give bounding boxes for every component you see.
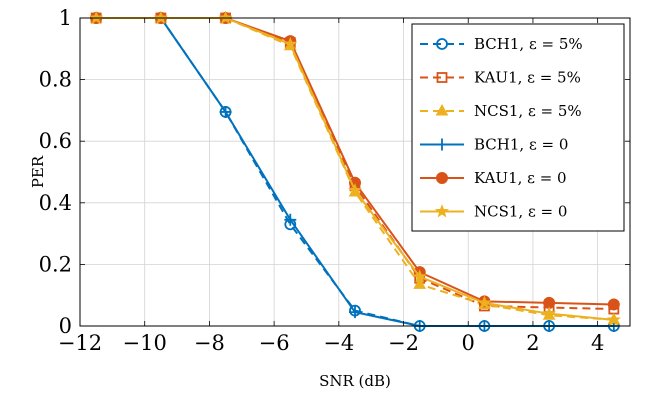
legend-marker bbox=[436, 38, 448, 50]
y-tick-label: 1 bbox=[59, 6, 72, 30]
data-point bbox=[219, 105, 232, 118]
data-point bbox=[153, 10, 168, 24]
data-point bbox=[284, 213, 297, 226]
axis-ticks: −12 −10 −8 −6 −4 −2 0 2 4 0 0.2 0.4 0.6 0.8 1 bbox=[39, 6, 630, 355]
x-tick-label: −10 bbox=[123, 331, 167, 355]
y-tick-label: 0 bbox=[59, 314, 72, 338]
y-axis-label: PER bbox=[29, 155, 47, 188]
legend-label: KAU1, ε = 5% bbox=[474, 69, 581, 87]
legend-label: BCH1, ε = 5% bbox=[474, 35, 583, 53]
x-tick-label: −4 bbox=[323, 331, 354, 355]
data-point bbox=[606, 312, 621, 326]
data-point bbox=[348, 183, 362, 197]
legend-item: NCS1, ε = 0 bbox=[420, 203, 567, 221]
data-point bbox=[89, 10, 104, 24]
legend-label: BCH1, ε = 0 bbox=[474, 136, 568, 154]
data-point bbox=[477, 295, 492, 309]
legend: BCH1, ε = 5% KAU1, ε = 5% NCS1, ε = 5% BCH1… bbox=[411, 23, 625, 232]
x-tick-label: −8 bbox=[194, 331, 225, 355]
legend-item: KAU1, ε = 5% bbox=[420, 69, 581, 87]
y-tick-label: 0.6 bbox=[39, 129, 72, 153]
data-point bbox=[349, 306, 361, 319]
y-tick-label: 0.2 bbox=[39, 252, 72, 276]
legend-marker bbox=[436, 138, 448, 151]
y-tick-label: 0.4 bbox=[39, 191, 72, 215]
legend-box bbox=[411, 23, 625, 232]
x-axis-label: SNR (dB) bbox=[319, 372, 391, 390]
legend-marker bbox=[435, 204, 449, 218]
x-tick-label: 4 bbox=[591, 331, 604, 355]
legend-label: KAU1, ε = 0 bbox=[474, 169, 567, 187]
data-point bbox=[413, 277, 427, 289]
data-point bbox=[607, 298, 620, 311]
legend-item: KAU1, ε = 0 bbox=[420, 169, 567, 187]
legend-marker bbox=[435, 103, 449, 116]
legend-label: NCS1, ε = 5% bbox=[474, 102, 582, 120]
data-point bbox=[412, 269, 427, 283]
legend-item: BCH1, ε = 0 bbox=[420, 136, 568, 154]
data-point bbox=[542, 306, 557, 320]
plot-frame bbox=[79, 17, 631, 327]
legend-marker bbox=[436, 172, 448, 184]
y-tick-label: 0.8 bbox=[39, 68, 72, 92]
legend-marker bbox=[436, 72, 448, 83]
x-tick-label: 0 bbox=[462, 331, 475, 355]
x-tick-label: −6 bbox=[259, 331, 290, 355]
legend-item: BCH1, ε = 5% bbox=[420, 35, 583, 53]
data-point bbox=[218, 10, 233, 24]
x-tick-label: −2 bbox=[388, 331, 419, 355]
legend-item: NCS1, ε = 5% bbox=[420, 102, 582, 120]
x-tick-label: 2 bbox=[526, 331, 539, 355]
legend-label: NCS1, ε = 0 bbox=[474, 203, 567, 221]
data-point bbox=[283, 36, 298, 51]
x-tick-label: −12 bbox=[58, 331, 102, 355]
